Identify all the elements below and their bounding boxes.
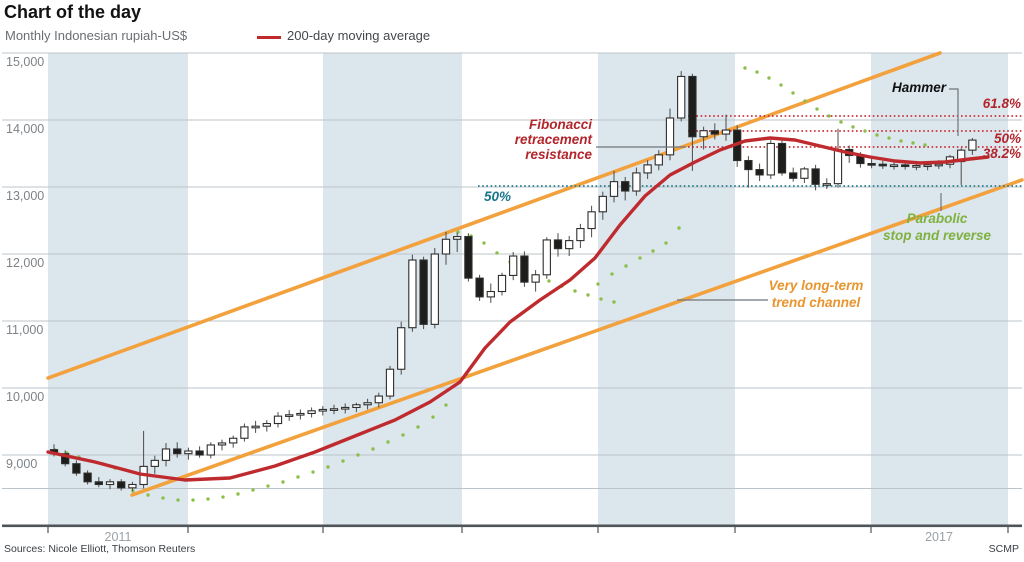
- axis-labels: 15,000 14,000 13,000 12,000 11,000 10,000 9,00…: [6, 55, 953, 544]
- hammer-pointer-line: [949, 88, 959, 136]
- fibonacci-annotation: Fibonacci retracement resistance: [514, 117, 592, 162]
- svg-text:9,000: 9,000: [6, 457, 37, 471]
- brand-credit: SCMP: [988, 543, 1019, 555]
- page-title: Chart of the day: [4, 2, 142, 22]
- annotation-pointers: [596, 88, 959, 301]
- retracement-lines: [478, 115, 1022, 187]
- hammer-annotation: Hammer: [892, 80, 947, 95]
- candles: [49, 71, 977, 492]
- svg-text:10,000: 10,000: [6, 390, 44, 404]
- chart-subtitle: Monthly Indonesian rupiah-US$: [5, 28, 188, 43]
- svg-text:12,000: 12,000: [6, 256, 44, 270]
- trend-channel-lines: [46, 51, 1024, 497]
- svg-text:2011: 2011: [105, 530, 132, 544]
- svg-text:14,000: 14,000: [6, 122, 44, 136]
- svg-text:15,000: 15,000: [6, 55, 44, 69]
- svg-text:13,000: 13,000: [6, 189, 44, 203]
- fifty-percent-teal-label: 50%: [484, 189, 512, 204]
- trend-channel-annotation: Very long-term trend channel: [768, 278, 864, 310]
- parabolic-annotation: Parabolic stop and reverse: [882, 211, 992, 243]
- x-axis: [2, 524, 1022, 533]
- moving-average-line: [46, 136, 990, 482]
- fib-level-50-label: 50%: [993, 131, 1021, 146]
- fib-level-618-label: 61.8%: [982, 96, 1021, 111]
- ma-legend-label: 200-day moving average: [287, 28, 431, 43]
- svg-text:11,000: 11,000: [6, 323, 43, 337]
- svg-text:2017: 2017: [925, 530, 953, 544]
- ma-legend-line-icon: [257, 36, 281, 39]
- sources-credit: Sources: Nicole Elliott, Thomson Reuters: [4, 543, 196, 555]
- fib-level-382-label: 38.2%: [982, 146, 1021, 161]
